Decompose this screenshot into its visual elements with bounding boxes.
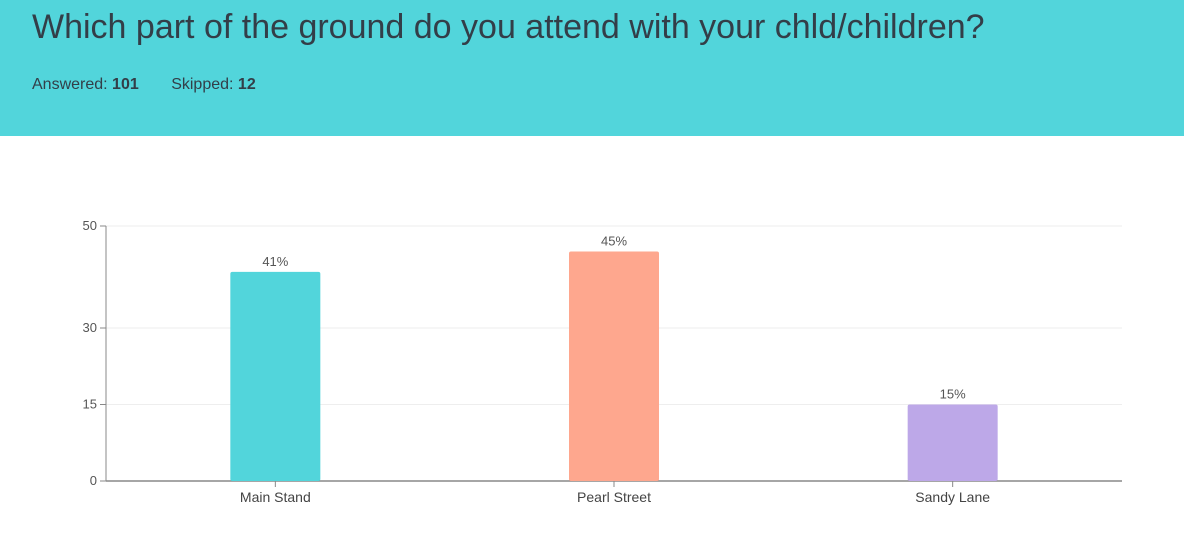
y-tick-label: 0 [90,473,97,488]
bar-sandy-lane [907,404,998,481]
skipped-stat: Skipped: 12 [171,76,256,93]
y-tick-label: 30 [83,320,97,335]
data-label: 15% [940,387,966,402]
y-tick-label: 50 [83,218,97,233]
response-stats: Answered: 101 Skipped: 12 [32,76,284,94]
bar-chart: 0 15 30 50 41% Main Stand 45% Pearl Street 15% Sa… [83,218,1122,505]
x-tick-label: Sandy Lane [915,489,990,505]
data-label: 41% [262,254,288,269]
y-tick-label: 15 [83,397,97,412]
x-tick-label: Main Stand [240,489,311,505]
answered-label: Answered: [32,76,108,93]
question-title: Which part of the ground do you attend w… [32,8,985,46]
x-tick-label: Pearl Street [577,489,651,505]
data-label: 45% [601,234,627,249]
skipped-label: Skipped: [171,76,234,93]
bar-main-stand [230,271,321,481]
question-header: Which part of the ground do you attend w… [0,0,1184,136]
answered-stat: Answered: 101 [32,76,143,93]
bar-pearl-street [569,251,659,481]
answered-count: 101 [112,76,139,93]
skipped-count: 12 [237,76,256,93]
